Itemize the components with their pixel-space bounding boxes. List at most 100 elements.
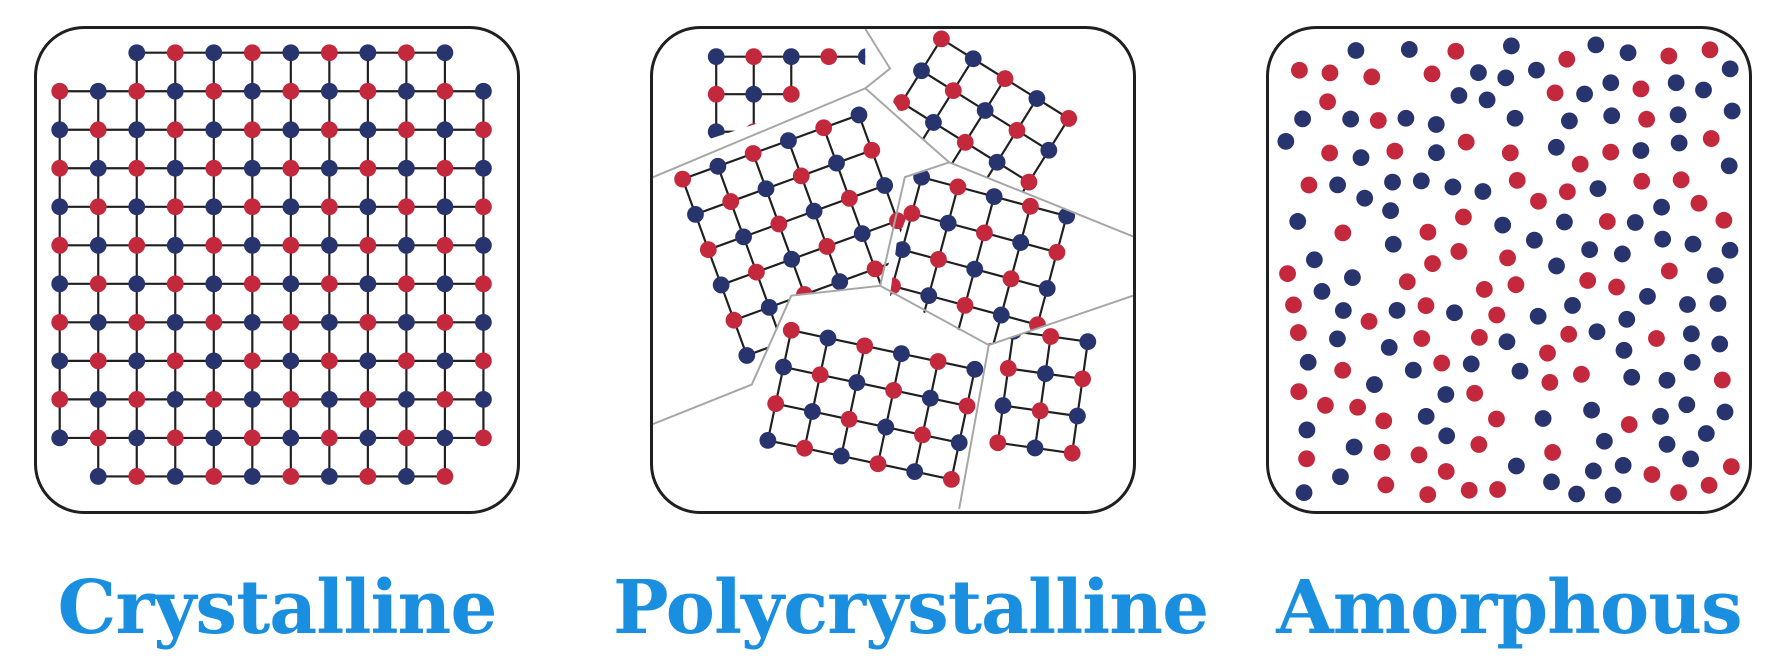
bond-group: [58, 51, 485, 478]
atom: [1002, 270, 1020, 288]
atom: [735, 228, 752, 246]
atom: [475, 82, 492, 100]
atom: [920, 287, 938, 305]
atom: [1386, 142, 1404, 160]
atom: [51, 275, 69, 293]
atom: [359, 352, 377, 370]
atom: [1632, 80, 1650, 98]
atom: [128, 121, 146, 139]
atom: [320, 429, 338, 447]
atom: [320, 313, 338, 331]
atom: [1658, 371, 1676, 389]
atom: [359, 44, 377, 62]
atom: [51, 121, 69, 139]
atom: [775, 358, 792, 376]
atom: [939, 214, 957, 232]
atom: [282, 390, 300, 408]
atom: [1279, 265, 1296, 283]
atom-group: [51, 44, 492, 485]
atom: [1285, 296, 1302, 314]
atom: [943, 470, 960, 488]
atom: [128, 275, 146, 293]
atom: [1334, 302, 1352, 319]
atom: [282, 352, 300, 370]
atom: [1478, 91, 1496, 109]
grain-boundary: [653, 284, 881, 425]
atom: [166, 44, 184, 62]
atom: [1382, 202, 1399, 220]
atom: [1319, 93, 1336, 111]
atom: [819, 329, 837, 347]
atom: [949, 178, 967, 196]
atom: [989, 434, 1007, 452]
atom: [1525, 231, 1543, 249]
atom: [166, 236, 184, 254]
atom: [865, 157, 871, 175]
atom: [913, 62, 930, 80]
atom: [1012, 234, 1030, 251]
bond: [909, 255, 925, 292]
atom: [205, 198, 223, 216]
atom: [243, 390, 261, 408]
atom: [840, 189, 858, 207]
atom: [436, 429, 454, 447]
atom: [1604, 486, 1622, 504]
atom: [1561, 112, 1578, 130]
atom: [1037, 365, 1054, 383]
atom: [436, 468, 454, 485]
atom: [359, 468, 377, 485]
atom: [1603, 107, 1621, 125]
atom: [966, 360, 984, 378]
atom: [1300, 176, 1318, 194]
atom: [359, 275, 377, 293]
atom: [1667, 74, 1685, 92]
atom: [1028, 90, 1046, 107]
atom: [1672, 171, 1690, 189]
atom: [1470, 64, 1487, 82]
atom: [1682, 325, 1700, 343]
atom: [857, 48, 866, 66]
atom: [999, 360, 1017, 377]
atom: [1494, 216, 1512, 234]
atom: [893, 345, 910, 363]
atom: [1508, 171, 1526, 189]
atom: [205, 313, 223, 331]
atom: [815, 119, 833, 137]
atom: [1670, 484, 1688, 502]
atom: [1373, 443, 1391, 461]
atom: [828, 154, 845, 172]
atom: [910, 323, 928, 341]
grain-boundary: [864, 87, 1133, 238]
atom: [51, 429, 69, 447]
atom: [51, 82, 69, 100]
atom: [1502, 37, 1520, 55]
atom: [1560, 325, 1578, 343]
atom: [243, 121, 261, 139]
atom: [1410, 446, 1428, 464]
atom: [946, 333, 964, 346]
atom: [818, 238, 836, 255]
atom: [850, 106, 868, 124]
atom: [1290, 383, 1308, 401]
atom: [89, 275, 107, 293]
atom: [1313, 283, 1331, 300]
atom: [166, 429, 184, 447]
atom: [956, 296, 974, 314]
atom: [436, 198, 454, 216]
atom: [1427, 144, 1445, 162]
atom: [1648, 330, 1665, 347]
atom: [1679, 296, 1696, 313]
atom: [282, 82, 300, 100]
atom: [166, 159, 184, 177]
atom: [853, 225, 871, 242]
atom: [1613, 245, 1631, 263]
atom: [1423, 65, 1441, 83]
atom: [1588, 323, 1606, 341]
atom: [757, 180, 775, 198]
atom: [397, 236, 415, 254]
atom: [359, 236, 377, 254]
atom: [966, 260, 984, 278]
atom: [166, 275, 184, 293]
atom: [1444, 178, 1462, 196]
